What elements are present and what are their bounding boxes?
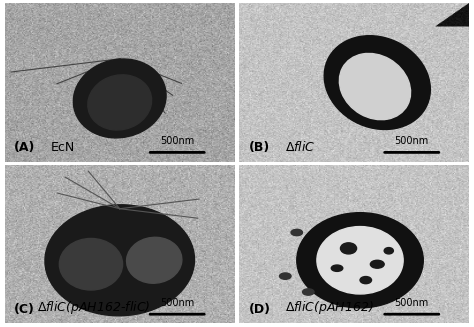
Ellipse shape [302,289,314,295]
Text: 500nm: 500nm [395,136,429,146]
Text: $\Delta$fliC: $\Delta$fliC [285,140,316,154]
Ellipse shape [339,53,410,120]
Ellipse shape [45,205,194,316]
Ellipse shape [291,229,302,236]
Ellipse shape [297,213,423,308]
Ellipse shape [324,36,430,129]
Ellipse shape [370,260,384,268]
Text: 500nm: 500nm [160,136,194,146]
Ellipse shape [127,237,182,283]
Text: (A): (A) [14,141,36,154]
Text: 500nm: 500nm [395,298,429,308]
Text: (B): (B) [248,141,270,154]
Ellipse shape [317,227,403,294]
Ellipse shape [340,243,356,254]
Ellipse shape [59,238,123,290]
Text: (C): (C) [14,303,35,316]
Ellipse shape [384,248,393,254]
Ellipse shape [331,265,343,271]
Ellipse shape [73,59,166,138]
Text: EcN: EcN [51,141,75,154]
Text: $\Delta$fliC(pAH162): $\Delta$fliC(pAH162) [285,299,374,316]
Ellipse shape [88,75,152,130]
Text: (D): (D) [248,303,271,316]
Text: 500nm: 500nm [160,298,194,308]
Ellipse shape [280,273,291,279]
Text: $\Delta$fliC(pAH162-fliC): $\Delta$fliC(pAH162-fliC) [37,299,150,316]
Ellipse shape [360,277,372,284]
